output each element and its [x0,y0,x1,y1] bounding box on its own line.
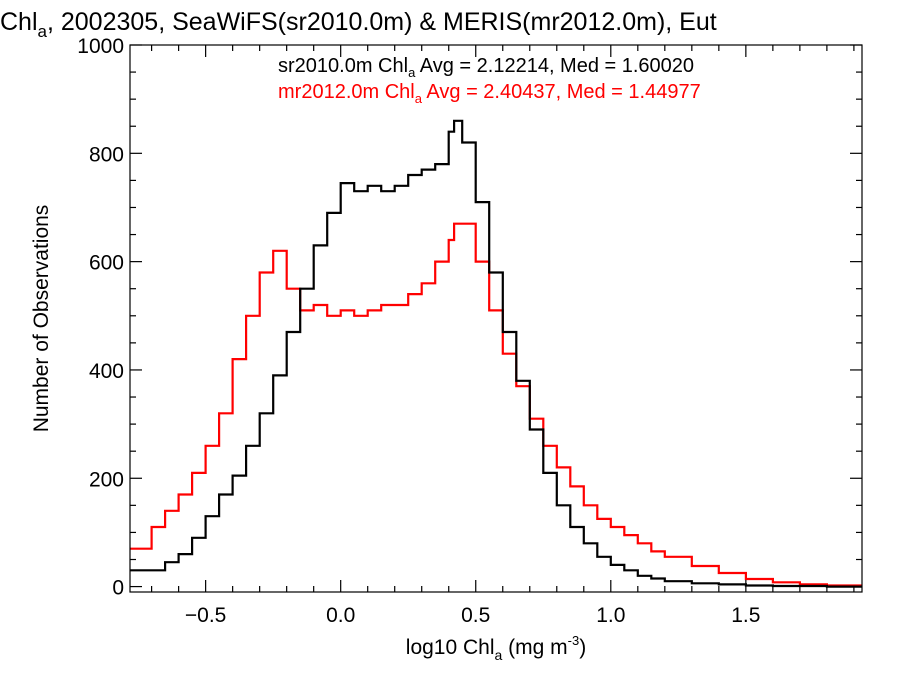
series-group [130,119,862,588]
y-tick-label: 400 [89,360,124,383]
y-axis-label: Number of Observations [30,205,53,433]
y-tick-label: 600 [89,252,124,275]
y-tick-label: 800 [89,143,124,166]
x-axis-label-group: log10 Chla (mg m-3) [406,633,586,663]
y-axis-label-group: Number of Observations [30,205,53,433]
legend-group: sr2010.0m Chla Avg = 2.12214, Med = 1.60… [278,55,701,106]
y-tick-label: 0 [112,577,124,600]
x-tick-label: 1.5 [731,604,760,627]
x-axis-ticks: −0.5 0.0 0.5 1.0 1.5 [151,45,855,627]
legend-entry: mr2012.0m Chla Avg = 2.40437, Med = 1.44… [278,81,701,106]
series-line [130,222,862,587]
x-tick-label: −0.5 [185,604,226,627]
x-tick-label: 0.5 [461,604,490,627]
chart-title: Chla, 2002305, SeaWiFS(sr2010.0m) & MERI… [0,8,717,41]
series-line [130,119,862,588]
y-tick-label: 200 [89,468,124,491]
x-tick-label: 1.0 [596,604,625,627]
y-axis-ticks: 0 200 400 600 800 1000 [77,35,862,600]
plot-frame [129,44,863,593]
legend-entry: sr2010.0m Chla Avg = 2.12214, Med = 1.60… [278,55,694,80]
chart-title-group: Chla, 2002305, SeaWiFS(sr2010.0m) & MERI… [0,8,717,41]
x-tick-label: 0.0 [326,604,355,627]
y-tick-label: 1000 [77,35,124,58]
x-axis-label: log10 Chla (mg m-3) [406,633,586,663]
